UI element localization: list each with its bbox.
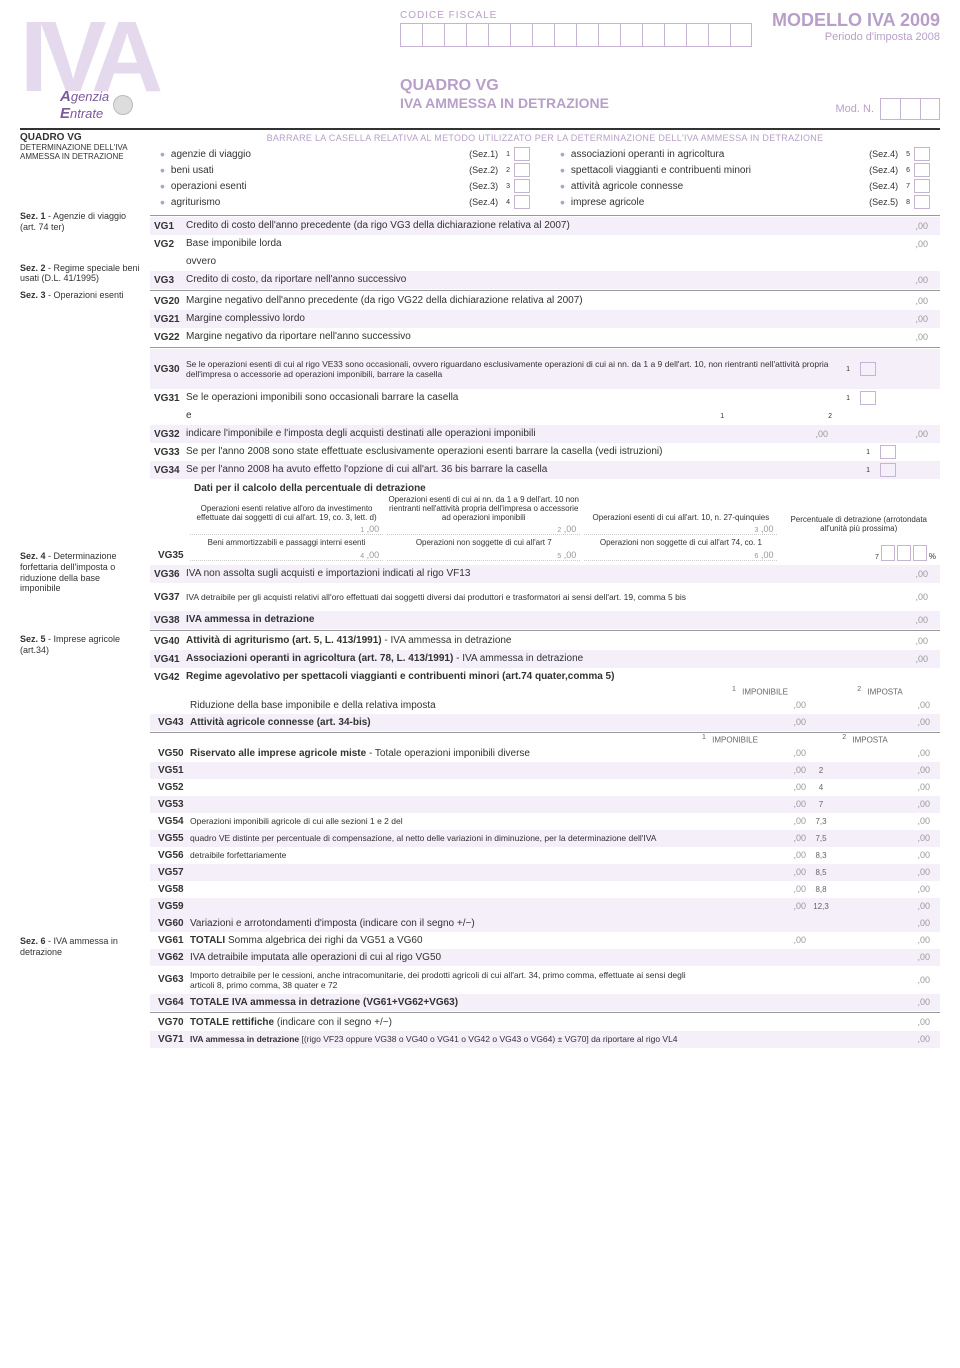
method-checkbox[interactable] xyxy=(914,163,930,177)
row-vg50: VG50 Riservato alle imprese agricole mis… xyxy=(150,745,940,762)
row-vg41: VG41 Associazioni operanti in agricoltur… xyxy=(150,650,940,668)
sidebar-subheading: DETERMINAZIONE DELL'IVA AMMESSA IN DETRA… xyxy=(20,143,142,161)
modello-title: MODELLO IVA 2009 xyxy=(772,10,940,31)
method-checkbox[interactable] xyxy=(914,179,930,193)
row-vg42: VG42 Regime agevolativo per spettacoli v… xyxy=(150,668,940,686)
row-vg3: VG3 Credito di costo, da riportare nell'… xyxy=(150,271,940,289)
sidebar-sec5: Sez. 5 - Imprese agricole (art.34) xyxy=(20,634,142,656)
row-vg60: VG60 Variazioni e arrotondamenti d'impos… xyxy=(150,915,940,932)
quadro-title: QUADRO VG xyxy=(400,77,940,95)
row-vg1: VG1 Credito di costo dell'anno precedent… xyxy=(150,217,940,235)
vg33-checkbox[interactable] xyxy=(880,445,896,459)
state-emblem-icon xyxy=(113,95,133,115)
sidebar-sec2: Sez. 2 - Regime speciale beni usati (D.L… xyxy=(20,263,142,285)
sidebar-heading: QUADRO VG xyxy=(20,132,142,143)
row-vg71: VG71 IVA ammessa in detrazione [(rigo VF… xyxy=(150,1031,940,1048)
sidebar-sec6: Sez. 6 - IVA ammessa in detrazione xyxy=(20,936,142,958)
row-vg56: VG56detraibile forfettariamente,008,3,00 xyxy=(150,847,940,864)
method-checkbox[interactable] xyxy=(514,163,530,177)
periodo-label: Periodo d'imposta 2008 xyxy=(772,31,940,43)
row-vg32: VG32 indicare l'imponibile e l'imposta d… xyxy=(150,425,940,443)
row-vg51: VG51,002,00 xyxy=(150,762,940,779)
row-vg55: VG55quadro VE distinte per percentuale d… xyxy=(150,830,940,847)
row-vg38: VG38 IVA ammessa in detrazione ,00 xyxy=(150,611,940,629)
row-vg53: VG53,007,00 xyxy=(150,796,940,813)
method-checkbox[interactable] xyxy=(514,179,530,193)
row-vg33: VG33 Se per l'anno 2008 sono state effet… xyxy=(150,443,940,461)
method-checkbox[interactable] xyxy=(914,195,930,209)
barrare-instruction: BARRARE LA CASELLA RELATIVA AL METODO UT… xyxy=(150,130,940,146)
method-row: •beni usati(Sez.2)2 xyxy=(160,162,530,178)
row-vg63: VG63 Importo detraibile per le cessioni,… xyxy=(150,966,940,994)
vg31-checkbox[interactable] xyxy=(860,391,876,405)
method-checkbox[interactable] xyxy=(514,147,530,161)
method-row: •attività agricole connesse(Sez.4)7 xyxy=(560,178,930,194)
row-e: e 1 2 xyxy=(150,407,940,425)
row-vg61: VG61 TOTALI Somma algebrica dei righi da… xyxy=(150,932,940,949)
row-vg54: VG54Operazioni imponibili agricole di cu… xyxy=(150,813,940,830)
method-grid: •agenzie di viaggio(Sez.1)1•beni usati(S… xyxy=(150,146,940,214)
sidebar-sec1: Sez. 1 - Agenzie di viaggio (art. 74 ter… xyxy=(20,211,142,233)
method-row: •spettacoli viaggianti e contribuenti mi… xyxy=(560,162,930,178)
row-vg22: VG22 Margine negativo da riportare nell'… xyxy=(150,328,940,346)
row-vg59: VG59,0012,3,00 xyxy=(150,898,940,915)
vg34-checkbox[interactable] xyxy=(880,463,896,477)
method-row: •imprese agricole(Sez.5)8 xyxy=(560,194,930,210)
row-vg34: VG34 Se per l'anno 2008 ha avuto effetto… xyxy=(150,461,940,479)
row-vg58: VG58,008,8,00 xyxy=(150,881,940,898)
method-row: •agriturismo(Sez.4)4 xyxy=(160,194,530,210)
row-vg2: VG2 Base imponibile lorda ,00 xyxy=(150,235,940,253)
row-ovvero: ovvero xyxy=(150,253,940,271)
method-checkbox[interactable] xyxy=(514,195,530,209)
row-vg35: Dati per il calcolo della percentuale di… xyxy=(150,479,940,565)
row-vg62: VG62 IVA detraibile imputata alle operaz… xyxy=(150,949,940,966)
sidebar-sec3: Sez. 3 - Operazioni esenti xyxy=(20,290,142,301)
row-vg52: VG52,004,00 xyxy=(150,779,940,796)
method-row: •agenzie di viaggio(Sez.1)1 xyxy=(160,146,530,162)
method-row: •associazioni operanti in agricoltura(Se… xyxy=(560,146,930,162)
mod-n-input[interactable] xyxy=(880,98,940,120)
row-vg57: VG57,008,5,00 xyxy=(150,864,940,881)
row-vg43: VG43 Attività agricole connesse (art. 34… xyxy=(150,714,940,731)
method-checkbox[interactable] xyxy=(914,147,930,161)
logo-block: IVA Agenzia Entrate xyxy=(20,10,230,120)
row-vg37: VG37 IVA detraibile per gli acquisti rel… xyxy=(150,583,940,611)
agenzia-logo-text: Agenzia Entrate xyxy=(60,88,109,122)
row-vg42-rid: Riduzione della base imponibile e della … xyxy=(150,697,940,714)
vg30-checkbox[interactable] xyxy=(860,362,876,376)
row-vg31: VG31 Se le operazioni imponibili sono oc… xyxy=(150,389,940,407)
row-vg40: VG40 Attività di agriturismo (art. 5, L.… xyxy=(150,632,940,650)
row-vg70: VG70 TOTALE rettifiche (indicare con il … xyxy=(150,1014,940,1031)
row-vg64: VG64 TOTALE IVA ammessa in detrazione (V… xyxy=(150,994,940,1011)
method-row: •operazioni esenti(Sez.3)3 xyxy=(160,178,530,194)
row-vg21: VG21 Margine complessivo lordo ,00 xyxy=(150,310,940,328)
row-vg30: VG30 Se le operazioni esenti di cui al r… xyxy=(150,349,940,389)
mod-n-label: Mod. N. xyxy=(835,103,874,115)
row-vg36: VG36 IVA non assolta sugli acquisti e im… xyxy=(150,565,940,583)
sidebar-sec4: Sez. 4 - Determinazione forfettaria dell… xyxy=(20,551,142,594)
row-vg20: VG20 Margine negativo dell'anno preceden… xyxy=(150,292,940,310)
